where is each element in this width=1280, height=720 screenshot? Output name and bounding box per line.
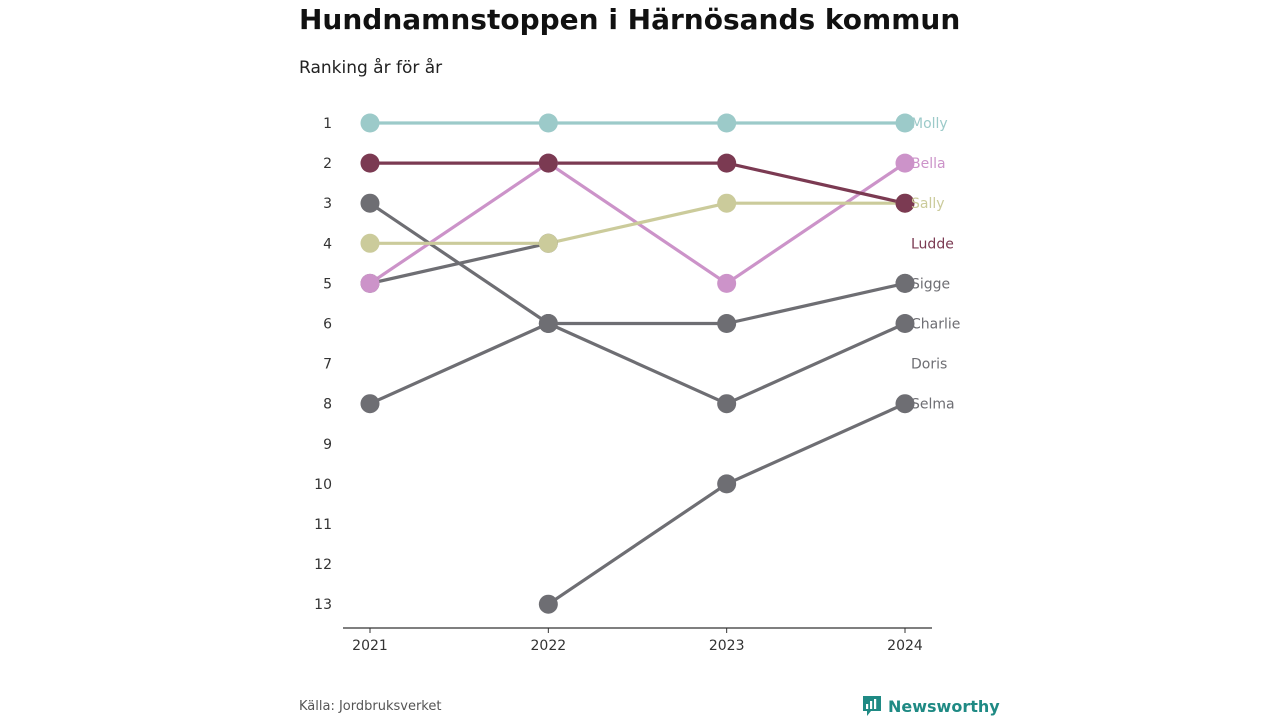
series-label-molly: Molly [911,116,948,132]
brand-logo[interactable]: Newsworthy [862,695,1000,717]
point-doris-2021[interactable] [360,394,380,414]
point-sally-2022[interactable] [538,233,558,253]
point-charlie-2024[interactable] [895,314,915,333]
point-sally-2023[interactable] [717,193,737,213]
point-ludde-2024[interactable] [895,193,915,213]
labels-layer: Molly Bella Sally Ludde Sigge Charlie Doris Sel… [911,116,960,413]
point-ludde-2021[interactable] [360,153,380,173]
series-label-ludde: Ludde [911,236,954,252]
points-layer [360,113,915,614]
series-line-ludde [368,161,907,205]
y-tick-label: 3 [323,196,332,212]
series-line-selma [546,402,907,606]
x-tick-label: 2022 [531,638,567,654]
series-line-charlie [368,201,907,406]
newsworthy-logo-icon [863,696,881,716]
y-tick-label: 11 [314,517,332,533]
y-tick-label: 1 [323,116,332,132]
point-doris-2022[interactable] [538,314,558,333]
point-charlie-2021[interactable] [360,193,380,213]
point-molly-2021[interactable] [360,113,380,133]
y-tick-label: 6 [323,317,332,333]
point-selma-2023[interactable] [717,474,737,494]
y-tick-label: 10 [314,477,332,493]
y-tick-label: 7 [323,357,332,373]
chart-title: Hundnamnstoppen i Härnösands kommun [299,3,961,36]
point-doris-2024[interactable] [895,273,915,293]
y-tick-label: 12 [314,557,332,573]
series-label-sigge: Sigge [911,276,950,292]
point-ludde-2022[interactable] [538,153,558,173]
series-label-charlie: Charlie [911,317,960,333]
point-molly-2024[interactable] [895,113,915,133]
x-tick-label: 2024 [887,638,923,654]
series-label-sally: Sally [911,196,945,212]
series-line-doris [368,281,907,406]
point-bella-2021[interactable] [360,273,380,293]
point-doris-2023[interactable] [717,314,737,333]
series-label-doris: Doris [911,357,947,373]
y-tick-label: 8 [323,397,332,413]
point-charlie-2023[interactable] [717,394,737,414]
lines-layer [368,121,907,606]
point-molly-2023[interactable] [717,113,737,133]
point-molly-2022[interactable] [538,113,558,133]
series-label-selma: Selma [911,397,955,413]
y-tick-label: 5 [323,276,332,292]
source-note: Källa: Jordbruksverket [299,699,442,714]
x-tick-label: 2023 [709,638,745,654]
y-tick-label: 4 [323,236,332,252]
point-bella-2023[interactable] [717,273,737,293]
point-bella-2024[interactable] [895,153,915,173]
x-tick-label: 2021 [352,638,388,654]
series-line-sally [368,201,907,245]
chart-subtitle: Ranking år för år [299,58,443,78]
point-ludde-2023[interactable] [717,153,737,173]
point-selma-2022[interactable] [538,594,558,614]
point-sally-2021[interactable] [360,233,380,253]
series-label-bella: Bella [911,156,946,172]
y-tick-label: 2 [323,156,332,172]
brand-name: Newsworthy [888,696,1000,716]
y-tick-label: 9 [323,437,332,453]
y-tick-label: 13 [314,597,332,613]
point-selma-2024[interactable] [895,394,915,414]
